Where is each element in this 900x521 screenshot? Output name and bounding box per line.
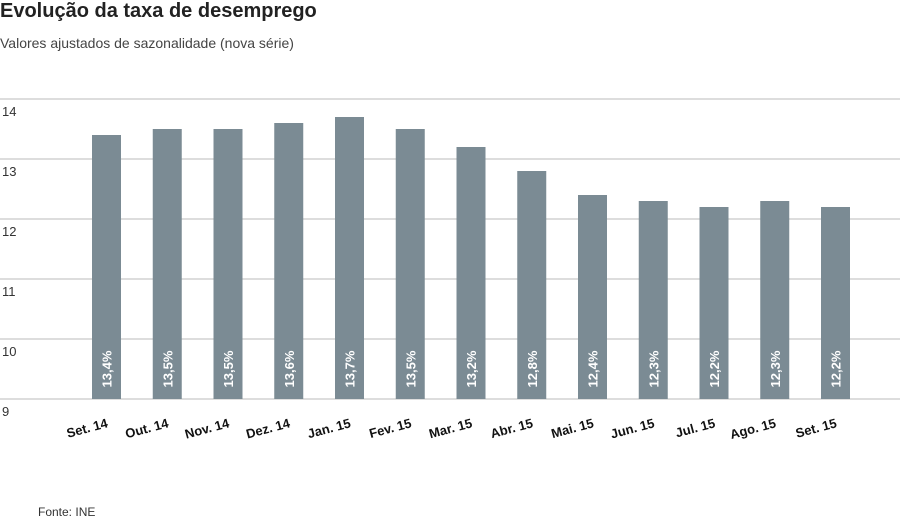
- data-label: 13,5%: [221, 350, 236, 387]
- x-tick-label: Mar. 15: [427, 415, 473, 441]
- chart-subtitle: Valores ajustados de sazonalidade (nova …: [0, 35, 294, 51]
- y-tick-label: 14: [2, 104, 16, 119]
- chart-title: Evolução da taxa de desemprego: [0, 0, 317, 22]
- data-label: 13,6%: [282, 350, 297, 387]
- x-tick-label: Mai. 15: [550, 415, 596, 441]
- bar: [760, 201, 790, 399]
- data-label: 12,2%: [829, 350, 844, 387]
- data-label: 13,7%: [343, 350, 358, 387]
- x-tick-label: Dez. 14: [244, 415, 292, 441]
- x-tick-label: Nov. 14: [183, 415, 231, 441]
- x-tick-label: Jun. 15: [609, 415, 656, 441]
- x-tick-label: Jan. 15: [306, 415, 352, 441]
- x-tick-label: Out. 14: [124, 415, 171, 441]
- x-tick-label: Set. 14: [65, 415, 110, 441]
- x-tick-label: Jul. 15: [674, 415, 717, 440]
- bar: [821, 207, 850, 399]
- bar: [456, 147, 486, 399]
- y-tick-label: 13: [2, 164, 16, 179]
- data-label: 13,4%: [100, 350, 115, 387]
- x-tick-label: Abr. 15: [489, 415, 535, 441]
- data-label: 12,3%: [768, 350, 783, 387]
- bar: [92, 135, 121, 399]
- bar: [517, 171, 547, 399]
- x-tick-label: Set. 15: [794, 415, 838, 440]
- data-label: 12,4%: [586, 350, 601, 387]
- data-label: 13,5%: [160, 350, 175, 387]
- source-note: Fonte: INE: [38, 505, 96, 519]
- y-tick-label: 9: [2, 404, 9, 419]
- bar: [699, 207, 729, 399]
- bar: [274, 123, 304, 399]
- data-label: 13,5%: [403, 350, 418, 387]
- y-tick-label: 12: [2, 224, 16, 239]
- data-label: 13,2%: [464, 350, 479, 387]
- x-tick-label: Ago. 15: [728, 415, 777, 442]
- data-label: 12,3%: [646, 350, 661, 387]
- y-tick-label: 10: [2, 344, 16, 359]
- y-tick-label: 11: [2, 284, 16, 299]
- data-label: 12,2%: [707, 350, 722, 387]
- bar: [152, 129, 182, 399]
- x-tick-label: Fev. 15: [367, 415, 413, 441]
- bar: [213, 129, 243, 399]
- data-label: 12,8%: [525, 350, 540, 387]
- bar: [578, 195, 607, 399]
- bar: [395, 129, 425, 399]
- bar: [638, 201, 668, 399]
- bar: [335, 117, 364, 399]
